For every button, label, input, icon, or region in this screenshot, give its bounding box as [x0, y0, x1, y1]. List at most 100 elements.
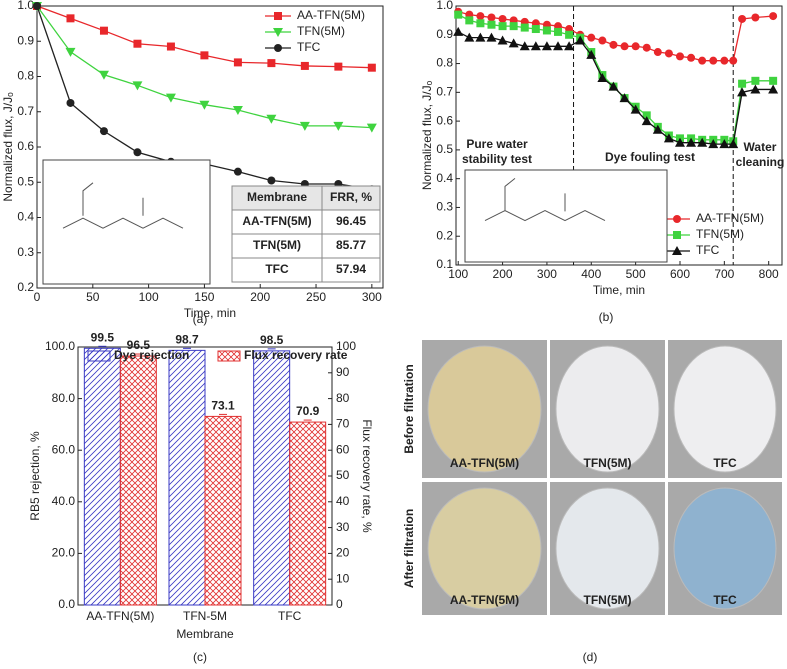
table-text: TFC: [265, 262, 289, 276]
value-label: 96.5: [127, 338, 151, 352]
marker: [498, 14, 507, 23]
marker: [165, 93, 176, 103]
marker: [454, 10, 463, 19]
marker: [619, 93, 630, 103]
marker: [630, 104, 641, 114]
value-label: 99.5: [91, 330, 115, 344]
y-tick-label: 0.7: [436, 85, 453, 99]
y2-tick-label: 30: [336, 520, 350, 534]
marker: [541, 41, 552, 51]
marker: [564, 41, 575, 51]
marker: [133, 148, 142, 157]
marker: [530, 41, 541, 51]
marker: [497, 35, 508, 45]
marker: [334, 62, 343, 71]
marker: [66, 98, 75, 107]
x-tick-label: AA-TFN(5M): [86, 609, 154, 623]
y2-tick-label: 100: [336, 339, 356, 353]
marker: [333, 121, 344, 131]
y-tick-label: 20.0: [52, 546, 76, 560]
membrane-photo: [427, 345, 542, 473]
marker: [728, 139, 739, 149]
x-tick-label: 150: [194, 290, 214, 304]
y-tick-label: 0.0: [58, 597, 75, 611]
structure-sketch: [484, 178, 606, 222]
photo-label: TFN(5M): [584, 456, 632, 470]
membrane-photo: [555, 487, 660, 610]
marker: [200, 51, 209, 60]
marker: [487, 20, 496, 29]
y-tick-label: 0.8: [17, 69, 34, 83]
legend-marker: [673, 215, 681, 223]
marker: [708, 139, 719, 149]
table-text: TFN(5M): [253, 238, 301, 252]
legend-label: AA-TFN(5M): [297, 8, 365, 22]
table-cell-bg: [231, 233, 381, 259]
marker: [663, 133, 674, 143]
x-tick-label: 500: [626, 267, 646, 281]
panel-caption: (a): [193, 312, 208, 326]
marker: [476, 19, 485, 28]
x-tick-label: 600: [670, 267, 690, 281]
y-tick-label: 80.0: [52, 391, 76, 405]
x-axis-label: Membrane: [176, 627, 234, 641]
marker: [99, 26, 108, 35]
x-tick-label: 100: [448, 267, 468, 281]
structure-sketch: [62, 182, 184, 229]
y-tick-label: 0.7: [17, 104, 34, 118]
marker: [720, 56, 729, 65]
marker: [267, 176, 276, 185]
bar: [289, 421, 327, 606]
x-tick-label: 250: [306, 290, 326, 304]
x-tick-label: TFC: [278, 609, 302, 623]
marker: [687, 53, 696, 62]
table-text: 96.45: [336, 214, 366, 228]
y-tick-label: 0.5: [436, 142, 453, 156]
y-tick-label: 0.2: [436, 228, 453, 242]
phase-annotation: stability test: [462, 152, 532, 166]
x-tick-label: 200: [250, 290, 270, 304]
y-tick-label: 0.4: [17, 210, 34, 224]
marker: [453, 26, 464, 36]
x-tick-label: 300: [362, 290, 382, 304]
marker: [674, 137, 685, 147]
y2-tick-label: 60: [336, 442, 350, 456]
marker: [631, 42, 640, 51]
y-tick-label: 0.4: [436, 171, 453, 185]
marker: [531, 25, 540, 34]
photo-label: TFC: [713, 593, 737, 607]
marker: [498, 22, 507, 31]
y2-tick-label: 80: [336, 391, 350, 405]
y2-tick-label: 50: [336, 468, 350, 482]
x-tick-label: 800: [759, 267, 779, 281]
marker: [609, 40, 618, 49]
table-text: Membrane: [247, 190, 307, 204]
marker: [464, 32, 475, 42]
marker: [199, 100, 210, 110]
membrane-photo: [555, 345, 660, 473]
row-label: Before filtration: [402, 364, 416, 453]
structure-inset: [42, 159, 211, 285]
phase-annotation: Pure water: [466, 137, 528, 151]
marker: [366, 123, 377, 133]
value-label: 98.7: [175, 333, 199, 347]
phase-annotation: Dye fouling test: [605, 150, 695, 164]
marker: [98, 70, 109, 80]
x-tick-label: 200: [493, 267, 513, 281]
y-tick-label: 0.1: [436, 257, 453, 271]
marker: [300, 61, 309, 70]
y-tick-label: 0.8: [436, 56, 453, 70]
row-label: After filtration: [402, 509, 416, 588]
marker: [653, 48, 662, 57]
legend-label: Flux recovery rate: [244, 348, 348, 362]
marker: [698, 56, 707, 65]
photo-label: AA-TFN(5M): [450, 456, 519, 470]
y2-tick-label: 0: [336, 597, 343, 611]
legend-label: TFC: [696, 243, 720, 257]
x-tick-label: TFN-5M: [183, 609, 227, 623]
marker: [267, 59, 276, 68]
marker: [565, 30, 574, 39]
bar: [204, 415, 242, 606]
marker: [642, 111, 651, 120]
marker: [738, 79, 747, 88]
